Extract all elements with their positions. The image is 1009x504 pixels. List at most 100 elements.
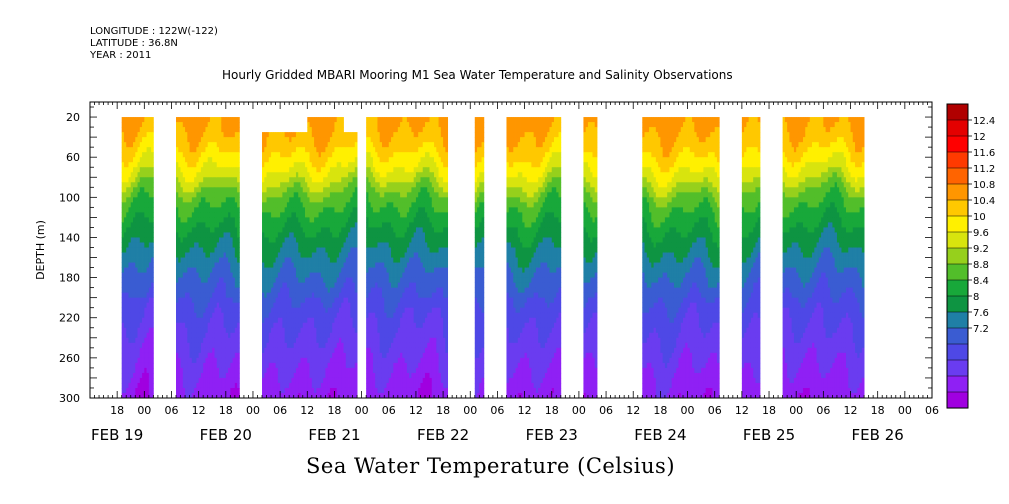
heatmap-cell [320,152,324,158]
heatmap-cell [273,312,276,319]
heatmap-cell [207,122,211,128]
heatmap-cell [216,287,220,294]
heatmap-cell [176,232,179,238]
heatmap-cell [311,322,315,329]
heatmap-cell [178,352,181,359]
heatmap-cell [314,367,317,374]
heatmap-cell [284,247,288,253]
heatmap-cell [316,187,319,193]
heatmap-cell [298,362,301,369]
heatmap-cell [336,157,340,163]
heatmap-cell [345,242,349,248]
heatmap-cell [289,277,292,284]
heatmap-cell [130,312,134,319]
heatmap-cell [133,212,136,218]
heatmap-cell [123,187,127,193]
heatmap-cell [348,297,351,304]
heatmap-cell [341,182,344,188]
heatmap-cell [323,262,326,268]
heatmap-cell [187,117,190,123]
heatmap-cell [314,387,317,394]
heatmap-cell [130,122,134,128]
heatmap-cell [305,202,308,208]
heatmap-cell [228,232,231,238]
heatmap-cell [280,307,283,314]
heatmap-cell [228,132,231,138]
heatmap-cell [282,277,286,284]
heatmap-cell [368,132,372,138]
heatmap-cell [329,352,333,359]
heatmap-cell [298,262,301,268]
heatmap-cell [146,177,150,183]
heatmap-cell [219,237,222,243]
heatmap-cell [176,317,179,324]
heatmap-cell [345,167,349,173]
heatmap-cell [194,202,197,208]
heatmap-cell [266,242,270,248]
heatmap-cell [334,302,338,309]
heatmap-cell [370,172,374,178]
heatmap-cell [293,172,297,178]
heatmap-cell [309,372,313,379]
heatmap-cell [377,122,381,128]
heatmap-cell [142,222,145,228]
heatmap-cell [187,312,190,319]
heatmap-cell [354,262,358,268]
heatmap-cell [135,362,138,369]
heatmap-cell [298,237,301,243]
heatmap-cell [298,272,301,278]
heatmap-cell [133,132,136,138]
heatmap-cell [232,127,236,133]
heatmap-cell [232,307,236,314]
heatmap-cell [216,327,220,334]
heatmap-cell [338,147,342,153]
heatmap-cell [329,222,333,228]
heatmap-cell [334,312,338,319]
heatmap-cell [350,322,353,329]
heatmap-cell [336,222,340,228]
heatmap-cell [277,222,281,228]
heatmap-cell [191,287,195,294]
heatmap-cell [341,262,344,268]
heatmap-cell [370,257,374,263]
heatmap-cell [219,297,222,304]
heatmap-cell [336,307,340,314]
heatmap-cell [309,302,313,309]
heatmap-cell [325,362,329,369]
heatmap-cell [291,332,295,339]
heatmap-cell [336,342,340,349]
heatmap-cell [189,342,193,349]
heatmap-cell [189,287,193,294]
heatmap-cell [191,382,195,389]
heatmap-cell [311,337,315,344]
heatmap-cell [375,267,378,273]
heatmap-cell [137,167,141,173]
heatmap-cell [225,232,229,238]
heatmap-cell [291,212,295,218]
heatmap-cell [180,267,184,273]
heatmap-cell [216,372,220,379]
heatmap-cell [307,312,310,319]
heatmap-cell [334,252,338,258]
heatmap-cell [135,337,138,344]
heatmap-cell [151,367,154,374]
heatmap-cell [305,317,308,324]
heatmap-cell [348,287,351,294]
heatmap-cell [194,247,197,253]
heatmap-cell [323,357,326,364]
heatmap-cell [268,157,272,163]
heatmap-cell [341,357,344,364]
heatmap-cell [323,142,326,148]
heatmap-cell [180,207,184,213]
heatmap-cell [178,182,181,188]
heatmap-cell [142,302,145,309]
heatmap-cell [307,357,310,364]
heatmap-cell [209,137,213,143]
heatmap-cell [277,227,281,233]
heatmap-cell [121,387,125,394]
heatmap-cell [323,152,326,158]
heatmap-cell [144,132,147,138]
heatmap-cell [187,222,190,228]
heatmap-cell [194,297,197,304]
heatmap-cell [221,377,224,384]
